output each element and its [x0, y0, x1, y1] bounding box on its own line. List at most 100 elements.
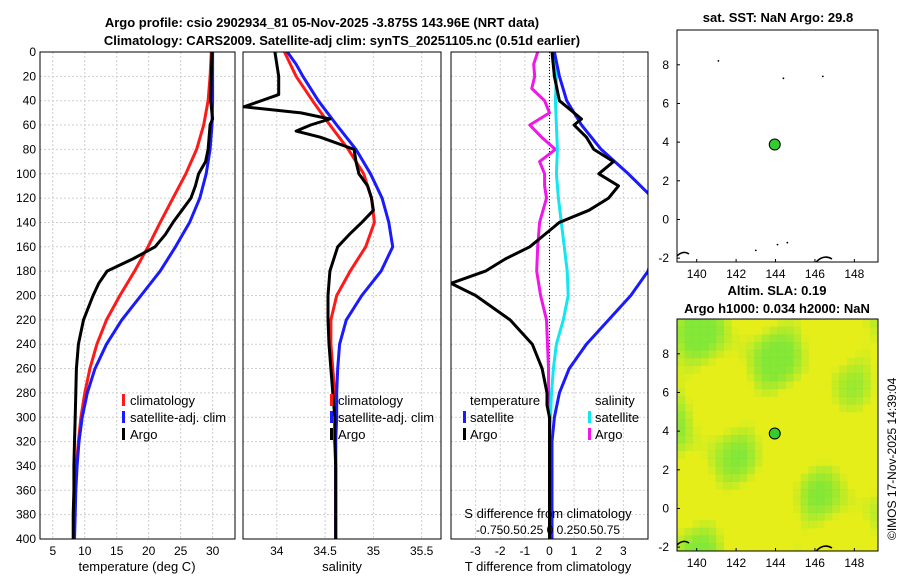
sla-cell — [731, 450, 740, 459]
sla-cell — [746, 427, 755, 436]
x-tick-label: 146 — [805, 556, 825, 570]
sla-cell — [754, 442, 763, 451]
x-tick-label: 148 — [844, 556, 864, 570]
y-tick-label: 320 — [16, 435, 36, 449]
sla-cell — [793, 349, 802, 359]
sla-cell — [800, 473, 809, 482]
sla-cell — [723, 435, 732, 444]
x-tick-label: 142 — [726, 556, 746, 570]
sla-cell — [746, 349, 755, 359]
y-tick-label: -2 — [658, 540, 669, 554]
sla-cell — [831, 396, 840, 405]
sla-cell — [854, 373, 863, 382]
legend-label-s-satellite: satellite — [595, 410, 639, 425]
sla-cell — [808, 512, 817, 521]
main-title-line1: Argo profile: csio 2902934_81 05-Nov-202… — [105, 15, 539, 30]
sla-cell — [762, 380, 771, 390]
legend-swatch-satellite — [122, 411, 125, 423]
sla-cell — [777, 334, 786, 343]
sla-cell — [847, 496, 856, 506]
sla-cell — [684, 442, 693, 451]
t-difference-axis-label: T difference from climatology — [465, 559, 632, 574]
y-tick-label: 8 — [662, 58, 669, 72]
sla-cell — [677, 535, 686, 544]
sla-cell — [862, 342, 871, 351]
sla-cell — [770, 319, 778, 327]
sla-cell — [684, 365, 693, 374]
sla-cell — [692, 427, 701, 436]
sla-cell — [823, 512, 833, 521]
legend-swatch-s-satellite — [588, 411, 591, 423]
sla-cell — [746, 450, 755, 459]
sla-cell — [723, 342, 732, 351]
sla-cell — [762, 342, 771, 351]
sla-cell — [862, 326, 871, 335]
sla-cell — [808, 481, 817, 490]
sla-cell — [723, 473, 732, 482]
map-frame — [676, 318, 879, 552]
sla-cell — [715, 319, 724, 328]
sla-cell — [823, 458, 833, 467]
sla-cell — [793, 365, 802, 374]
sla-cell — [723, 458, 732, 467]
sla-cell — [777, 319, 786, 328]
y-tick-label: 280 — [16, 386, 36, 400]
sla-cell — [723, 334, 732, 343]
sla-cell — [677, 411, 686, 420]
sla-cell — [692, 419, 701, 428]
sla-cell — [684, 435, 693, 444]
sla-cell — [746, 442, 755, 451]
sla-cell — [785, 349, 794, 359]
sla-cell — [816, 489, 825, 498]
sla-cell — [684, 396, 693, 405]
sla-cell — [816, 458, 825, 467]
sla-cell — [684, 535, 693, 544]
temperature-legend: climatology satellite-adj. clim Argo — [122, 393, 226, 442]
series-line-argo — [243, 52, 375, 539]
sla-cell — [816, 504, 825, 513]
sla-cell — [785, 380, 794, 390]
sla-cell — [862, 365, 871, 374]
sla-cell — [700, 334, 709, 343]
x-tick-label: 140 — [687, 556, 707, 570]
y-tick-label: 160 — [16, 240, 36, 254]
s-difference-axis-label: S difference from climatology — [464, 506, 632, 521]
sla-cell — [870, 389, 878, 397]
sla-cell — [738, 349, 747, 359]
y-tick-label: 0 — [29, 45, 36, 59]
sla-cell — [785, 373, 794, 382]
x-tick-label: 25 — [174, 544, 188, 558]
sla-cell — [847, 396, 856, 405]
y-tick-label: 200 — [16, 289, 36, 303]
sla-cell — [800, 527, 809, 536]
sla-cell — [754, 458, 763, 467]
sla-cell — [754, 450, 763, 459]
x-tick-label: 142 — [726, 267, 746, 281]
sla-cell — [707, 473, 717, 482]
sla-cell — [800, 481, 809, 490]
x-tick-label: 30 — [206, 544, 220, 558]
y-tick-label: 20 — [23, 69, 37, 83]
plot-frame — [242, 51, 442, 540]
sla-cell — [738, 442, 747, 451]
legend-swatch-argo — [122, 428, 125, 440]
x-tick-label: 1 — [571, 544, 578, 558]
sla-cell — [847, 489, 856, 498]
y-tick-label: 4 — [662, 424, 669, 438]
sla-cell — [769, 373, 778, 382]
sla-cell — [793, 326, 802, 335]
sla-cell — [777, 326, 786, 335]
sla-cell — [839, 380, 848, 390]
y-tick-label: 220 — [16, 313, 36, 327]
sla-cell — [677, 442, 686, 451]
sla-cell — [808, 496, 817, 506]
sla-cell — [684, 319, 693, 328]
sla-cell — [707, 458, 717, 467]
sla-cell — [769, 380, 778, 390]
land-speck — [782, 77, 785, 80]
y-tick-label: 360 — [16, 483, 36, 497]
sla-cell — [754, 427, 762, 435]
sla-cell — [700, 543, 709, 552]
sla-cell — [700, 435, 709, 444]
sla-cell — [793, 334, 802, 343]
